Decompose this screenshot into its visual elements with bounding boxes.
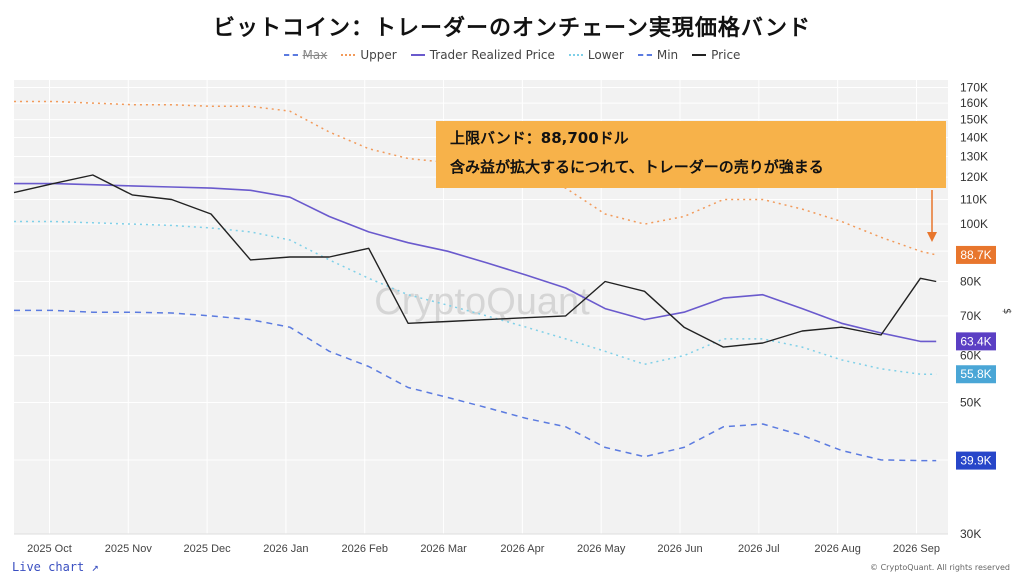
x-tick-label: 2026 Jul <box>738 543 780 555</box>
series-price <box>13 174 937 348</box>
copyright-text: © CryptoQuant. All rights reserved <box>870 563 1010 572</box>
legend-label: Max <box>302 48 328 62</box>
legend-swatch <box>692 54 707 56</box>
y-axis-unit: $ <box>1001 308 1012 314</box>
legend-item-price[interactable]: Price <box>692 48 740 62</box>
y-tick-label: 170K <box>960 80 988 94</box>
legend-swatch <box>568 54 583 56</box>
latest-value-label: 88.7K <box>960 248 991 262</box>
callout-arrow-head <box>927 232 937 242</box>
x-tick-label: 2025 Nov <box>105 543 153 555</box>
legend: Max Upper Trader Realized Price Lower Min Pri… <box>0 48 1024 62</box>
callout-line-1: 上限バンド：88,700ドル <box>450 129 629 147</box>
y-tick-label: 100K <box>960 217 988 231</box>
annotation-callout: 上限バンド：88,700ドル 含み益が拡大するにつれて、トレーダーの売りが強まる <box>436 121 946 188</box>
callout-line-2: 含み益が拡大するにつれて、トレーダーの売りが強まる <box>450 158 824 176</box>
latest-value-label: 39.9K <box>960 454 991 468</box>
y-tick-label: 60K <box>960 349 981 363</box>
x-tick-label: 2025 Dec <box>184 543 232 555</box>
legend-item-trader-realized-price[interactable]: Trader Realized Price <box>410 48 555 62</box>
legend-swatch <box>283 54 298 56</box>
x-tick-label: 2026 Aug <box>814 543 861 555</box>
x-tick-label: 2026 Jun <box>657 543 702 555</box>
legend-item-upper[interactable]: Upper <box>341 48 397 62</box>
series-trader-realized-price <box>14 182 937 343</box>
x-tick-label: 2026 Feb <box>342 543 388 555</box>
x-tick-label: 2026 Mar <box>420 543 467 555</box>
latest-value-label: 63.4K <box>960 334 991 348</box>
legend-label: Upper <box>360 48 397 62</box>
y-tick-label: 110K <box>960 193 987 207</box>
latest-value-badge <box>956 332 996 351</box>
y-tick-label: 50K <box>960 395 981 409</box>
legend-swatch <box>410 54 425 56</box>
latest-value-label: 55.8K <box>960 367 991 381</box>
series-upper <box>14 100 937 256</box>
y-tick-label: 80K <box>960 275 981 289</box>
y-tick-label: 120K <box>960 170 988 184</box>
series-min <box>14 309 937 462</box>
legend-label: Trader Realized Price <box>429 48 555 62</box>
x-tick-label: 2026 May <box>577 543 626 555</box>
y-tick-label: 30K <box>960 527 981 541</box>
legend-label: Price <box>711 48 741 62</box>
legend-swatch <box>341 54 356 56</box>
legend-item-lower[interactable]: Lower <box>568 48 624 62</box>
legend-swatch <box>637 54 652 56</box>
x-tick-label: 2026 Jan <box>263 543 308 555</box>
x-tick-label: 2025 Oct <box>27 543 72 555</box>
latest-value-badge <box>956 245 996 264</box>
chart-title: ビットコイン：トレーダーのオンチェーン実現価格バンド <box>212 16 811 41</box>
y-tick-label: 70K <box>960 309 981 323</box>
latest-value-badge <box>956 365 996 384</box>
x-tick-label: 2026 Apr <box>500 543 544 555</box>
y-tick-label: 140K <box>960 130 988 144</box>
latest-value-badge <box>956 451 996 470</box>
y-tick-label: 130K <box>960 150 988 164</box>
legend-item-max[interactable]: Max <box>283 48 328 62</box>
series-lower <box>14 220 937 375</box>
live-chart-link[interactable]: Live chart ↗ <box>12 560 99 574</box>
legend-item-min[interactable]: Min <box>637 48 679 62</box>
x-tick-label: 2026 Sep <box>893 543 940 555</box>
legend-label: Min <box>656 48 679 62</box>
y-tick-label: 160K <box>960 96 988 110</box>
legend-label: Lower <box>587 48 624 62</box>
y-tick-label: 150K <box>960 113 988 127</box>
